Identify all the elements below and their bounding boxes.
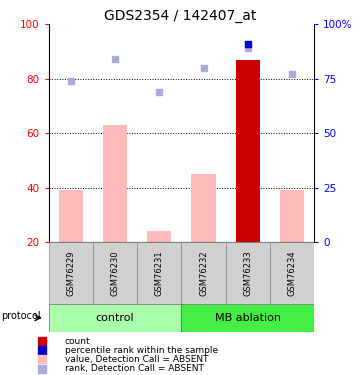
Text: GSM76233: GSM76233 [243,250,252,296]
Bar [270,242,314,304]
Bar [137,242,182,304]
Bar [49,304,181,332]
Text: value, Detection Call = ABSENT: value, Detection Call = ABSENT [65,355,208,364]
Bar [93,242,137,304]
Bar [280,190,304,242]
Bar [181,304,314,332]
Text: count: count [65,337,90,346]
Bar [191,174,216,242]
Bar [226,242,270,304]
Text: GDS2354 / 142407_at: GDS2354 / 142407_at [104,9,257,23]
Text: control: control [96,313,134,323]
Text: MB ablation: MB ablation [215,313,281,323]
Text: protocol: protocol [1,311,40,321]
Bar [147,231,171,242]
Bar [236,60,260,242]
Bar [103,125,127,242]
Bar [59,190,83,242]
Text: GSM76232: GSM76232 [199,250,208,296]
Text: GSM76229: GSM76229 [66,250,75,296]
Bar [181,242,226,304]
Text: percentile rank within the sample: percentile rank within the sample [65,346,218,355]
Text: GSM76231: GSM76231 [155,250,164,296]
Bar [49,242,93,304]
Text: GSM76230: GSM76230 [110,250,119,296]
Text: GSM76234: GSM76234 [287,250,296,296]
Text: rank, Detection Call = ABSENT: rank, Detection Call = ABSENT [65,364,204,374]
